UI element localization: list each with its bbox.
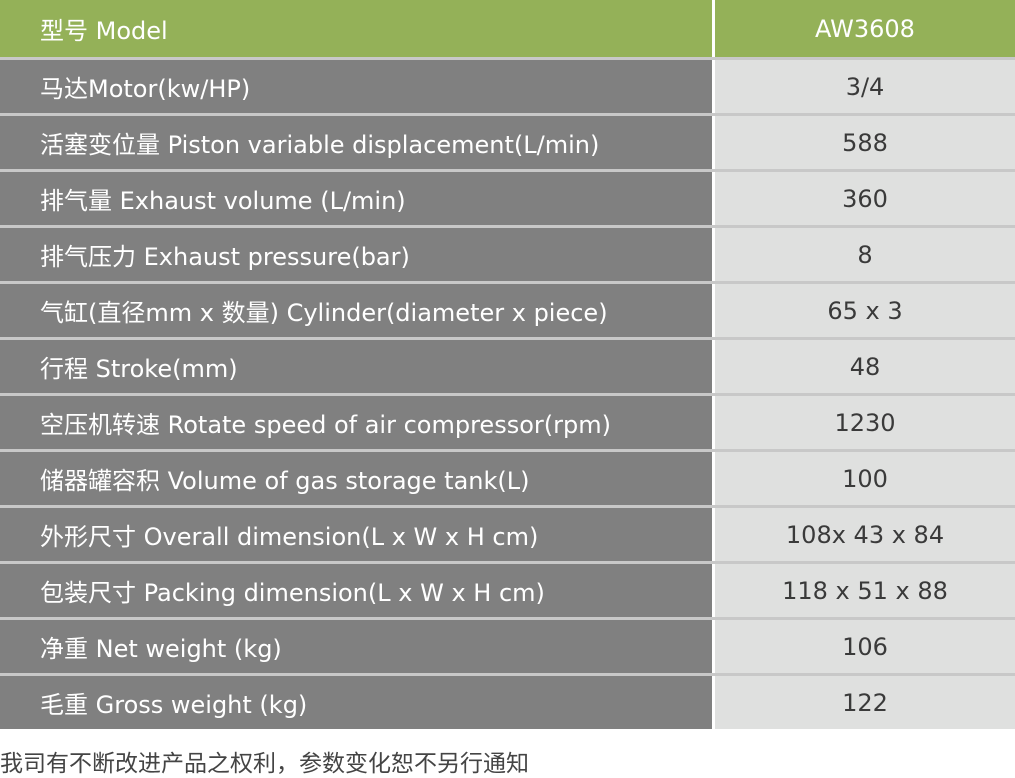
table-row: 毛重 Gross weight (kg) 122: [0, 673, 1015, 729]
table-header: 型号 Model AW3608: [0, 0, 1015, 57]
spec-value: 100: [715, 452, 1015, 505]
spec-value: 48: [715, 340, 1015, 393]
table-row: 净重 Net weight (kg) 106: [0, 617, 1015, 673]
spec-value: 3/4: [715, 60, 1015, 113]
spec-value: 8: [715, 228, 1015, 281]
table-row: 储器罐容积 Volume of gas storage tank(L) 100: [0, 449, 1015, 505]
spec-label: 净重 Net weight (kg): [0, 620, 712, 673]
spec-value: 65 x 3: [715, 284, 1015, 337]
table-row: 外形尺寸 Overall dimension(L x W x H cm) 108x…: [0, 505, 1015, 561]
header-label: 型号 Model: [0, 0, 712, 57]
spec-label: 马达Motor(kw/HP): [0, 60, 712, 113]
spec-value: 122: [715, 676, 1015, 729]
spec-value: 588: [715, 116, 1015, 169]
spec-label: 气缸(直径mm x 数量) Cylinder(diameter x piece): [0, 284, 712, 337]
spec-table: 型号 Model AW3608 马达Motor(kw/HP) 3/4 活塞变位量 P…: [0, 0, 1015, 729]
table-row: 活塞变位量 Piston variable displacement(L/min…: [0, 113, 1015, 169]
table-row: 排气量 Exhaust volume (L/min) 360: [0, 169, 1015, 225]
table-row: 马达Motor(kw/HP) 3/4: [0, 57, 1015, 113]
table-row: 排气压力 Exhaust pressure(bar) 8: [0, 225, 1015, 281]
spec-label: 包装尺寸 Packing dimension(L x W x H cm): [0, 564, 712, 617]
spec-label: 排气量 Exhaust volume (L/min): [0, 172, 712, 225]
table-row: 行程 Stroke(mm) 48: [0, 337, 1015, 393]
spec-label: 外形尺寸 Overall dimension(L x W x H cm): [0, 508, 712, 561]
table-row: 包装尺寸 Packing dimension(L x W x H cm) 118 …: [0, 561, 1015, 617]
spec-label: 排气压力 Exhaust pressure(bar): [0, 228, 712, 281]
header-value: AW3608: [715, 0, 1015, 57]
spec-label: 行程 Stroke(mm): [0, 340, 712, 393]
spec-value: 360: [715, 172, 1015, 225]
spec-value: 106: [715, 620, 1015, 673]
spec-value: 118 x 51 x 88: [715, 564, 1015, 617]
spec-value: 1230: [715, 396, 1015, 449]
spec-label: 活塞变位量 Piston variable displacement(L/min…: [0, 116, 712, 169]
spec-label: 空压机转速 Rotate speed of air compressor(rpm…: [0, 396, 712, 449]
table-row: 空压机转速 Rotate speed of air compressor(rpm…: [0, 393, 1015, 449]
spec-value: 108x 43 x 84: [715, 508, 1015, 561]
spec-label: 毛重 Gross weight (kg): [0, 676, 712, 729]
spec-label: 储器罐容积 Volume of gas storage tank(L): [0, 452, 712, 505]
table-row: 气缸(直径mm x 数量) Cylinder(diameter x piece)…: [0, 281, 1015, 337]
